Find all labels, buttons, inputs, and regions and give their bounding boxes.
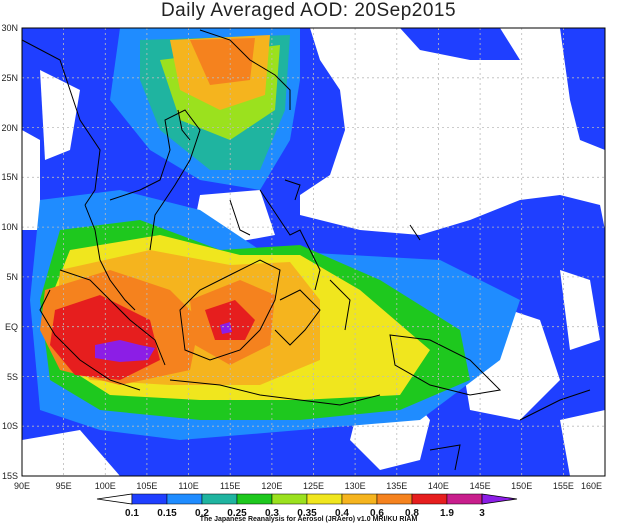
lat-label: 10N (1, 222, 18, 232)
colorbar-label: 0.25 (227, 508, 247, 519)
colorbar-swatch (376, 493, 413, 505)
colorbar-swatch (271, 493, 308, 505)
colorbar-swatch (236, 493, 273, 505)
colorbar-swatch (201, 493, 238, 505)
colorbar-label: 0.4 (335, 508, 349, 519)
lat-label: 20N (1, 123, 18, 133)
lon-label: 125E (303, 481, 324, 491)
lon-label: 120E (261, 481, 282, 491)
map-title: Daily Averaged AOD: 20Sep2015 (160, 0, 457, 21)
coastlines (22, 29, 591, 471)
lon-label: 95E (56, 481, 72, 491)
colorbar: 0.1 0.15 0.2 0.25 0.3 0.35 0.4 0.6 0.8 1… (96, 493, 518, 519)
lat-label: 5N (6, 272, 18, 282)
colorbar-low-arrow (96, 493, 133, 505)
colorbar-swatch (306, 493, 343, 505)
colorbar-label: 0.3 (265, 508, 279, 519)
lon-axis: 90E 95E 100E 105E 110E 115E 120E 125E 13… (14, 481, 602, 491)
lon-label: 115E (220, 481, 240, 491)
colorbar-label: 3 (479, 508, 485, 519)
colorbar-label: 0.8 (405, 508, 419, 519)
lon-label: 105E (136, 481, 157, 491)
colorbar-label: 0.6 (370, 508, 384, 519)
lon-label: 135E (386, 481, 407, 491)
colorbar-high-arrow (481, 493, 518, 505)
map-frame (21, 27, 606, 477)
lon-label: 160E (581, 481, 602, 491)
colorbar-label: 1.9 (440, 508, 454, 519)
lon-label: 150E (511, 481, 532, 491)
lon-label: 145E (470, 481, 491, 491)
colorbar-label: 0.2 (195, 508, 209, 519)
colorbar-swatch (131, 493, 168, 505)
lon-label: 90E (14, 481, 30, 491)
lon-label: 140E (428, 481, 449, 491)
lat-label: 15S (2, 471, 18, 481)
grid (22, 28, 605, 476)
lat-axis: 30N 25N 20N 15N 10N 5N EQ 5S 10S 15S (1, 23, 18, 481)
colorbar-label: 0.1 (125, 508, 139, 519)
lat-label: 25N (1, 73, 18, 83)
lat-label: 5S (7, 372, 18, 382)
lon-label: 100E (95, 481, 116, 491)
colorbar-label: 0.15 (157, 508, 177, 519)
colorbar-swatch (166, 493, 203, 505)
lon-label: 110E (178, 481, 198, 491)
lon-label: 130E (345, 481, 366, 491)
lat-label: 10S (2, 421, 18, 431)
colorbar-swatch (341, 493, 378, 505)
credit-text: The Japanese Reanalysis for Aerosol (JRA… (199, 516, 418, 523)
aod-field (22, 28, 605, 476)
lat-label: EQ (5, 322, 18, 332)
colorbar-swatch (446, 493, 483, 505)
colorbar-swatch (411, 493, 448, 505)
lon-label: 155E (553, 481, 574, 491)
lat-label: 30N (1, 23, 18, 33)
lat-label: 15N (1, 172, 18, 182)
colorbar-label: 0.35 (297, 508, 317, 519)
